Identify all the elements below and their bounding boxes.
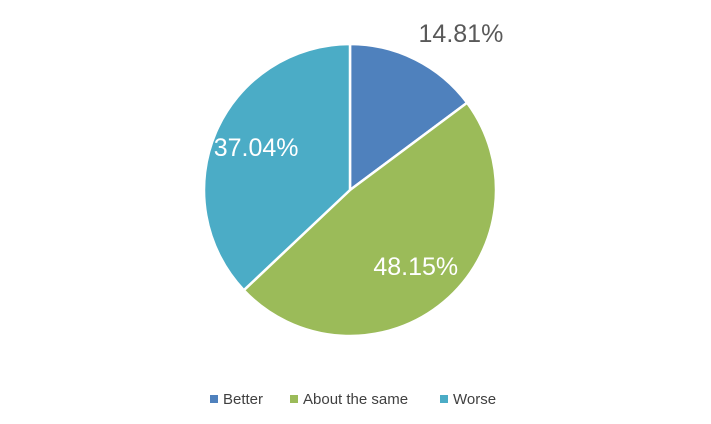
pie-slice [348, 42, 469, 193]
pie-slice [242, 101, 498, 338]
legend-swatch [290, 395, 298, 403]
legend-label: About the same [303, 391, 408, 408]
legend-swatch [440, 395, 448, 403]
data-label: 48.15% [373, 253, 458, 281]
legend-label: Better [223, 391, 263, 408]
pie-slice [202, 42, 352, 292]
legend-swatch [210, 395, 218, 403]
data-label: 37.04% [214, 134, 299, 162]
legend-label: Worse [453, 391, 496, 408]
data-label: 14.81% [419, 20, 504, 48]
